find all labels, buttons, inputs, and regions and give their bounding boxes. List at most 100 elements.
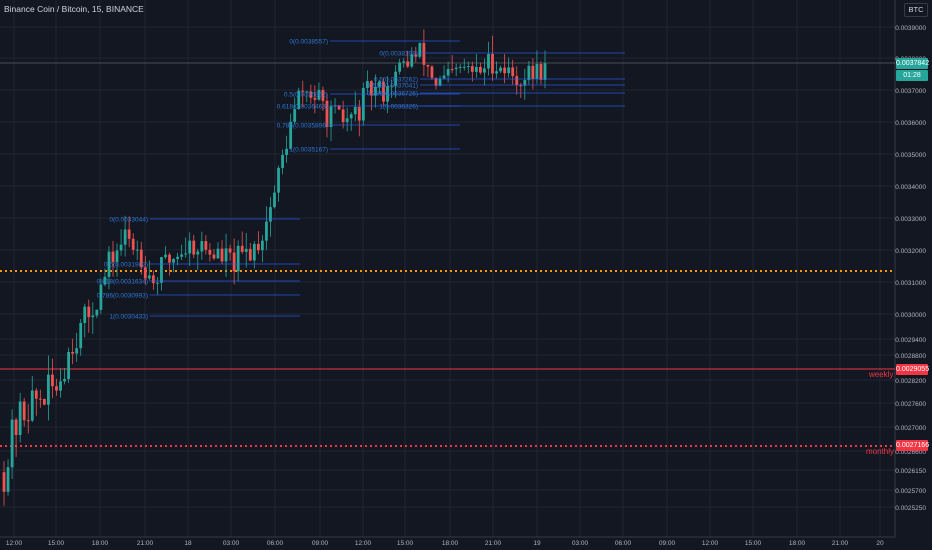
candle-body xyxy=(192,240,196,255)
candle-body xyxy=(111,251,115,263)
candle-body xyxy=(2,472,6,492)
candle-body xyxy=(232,252,236,272)
time-tick-label: 20 xyxy=(876,540,884,547)
candle-body xyxy=(139,249,143,268)
time-tick-label: 18:00 xyxy=(789,540,806,547)
candle-body xyxy=(127,229,131,239)
time-tick-label: 21:00 xyxy=(832,540,849,547)
candle-body xyxy=(301,90,305,92)
candle-body xyxy=(454,67,458,70)
candle-body xyxy=(228,248,232,253)
candle-body xyxy=(281,154,284,168)
candle-body xyxy=(277,167,280,193)
candle-body xyxy=(99,284,103,310)
candle-body xyxy=(51,374,54,387)
candle-body xyxy=(341,109,345,123)
candle-body xyxy=(156,282,159,284)
time-tick-label: 21:00 xyxy=(137,540,154,547)
candle-body xyxy=(79,322,83,349)
candle-body xyxy=(224,248,228,262)
price-tick-label: 0.0025700 xyxy=(895,488,926,495)
candle-body xyxy=(47,374,50,405)
candle-body xyxy=(414,54,418,57)
candle-body xyxy=(87,306,91,318)
candle-body xyxy=(507,67,511,74)
candle-body xyxy=(337,105,341,110)
candle-body xyxy=(236,245,240,272)
candle-body xyxy=(313,97,317,100)
currency-badge[interactable]: BTC xyxy=(904,3,928,17)
candle-body xyxy=(176,256,180,260)
time-axis: 12:00 15:00 18:00 21:00 18 03:00 06:00 09:00 12:… xyxy=(6,540,884,547)
candle-body xyxy=(495,71,498,74)
candle-body xyxy=(543,63,547,80)
fib-level-label: 0.618(0.0037041) xyxy=(367,83,418,90)
time-tick-label: 09:00 xyxy=(312,540,329,547)
monthly-level-name: monthly xyxy=(866,447,895,456)
candle-body xyxy=(273,192,276,208)
candle-body xyxy=(297,90,301,109)
candle-body xyxy=(434,77,438,86)
candle-body xyxy=(499,67,502,72)
candle-body xyxy=(143,267,147,279)
candle-body xyxy=(474,66,478,72)
candle-body xyxy=(119,244,123,251)
candle-body xyxy=(309,91,313,98)
candle-body xyxy=(265,221,268,241)
time-tick-label: 15:00 xyxy=(745,540,762,547)
candle-body xyxy=(426,64,430,67)
candle-body xyxy=(180,254,184,257)
candle-body xyxy=(256,243,260,251)
price-tick-label: 0.0039000 xyxy=(895,25,926,32)
time-tick-label: 06:00 xyxy=(615,540,632,547)
candle-body xyxy=(135,249,139,251)
candle-body xyxy=(369,81,373,96)
price-tick-label: 0.0029400 xyxy=(895,337,926,344)
time-tick-label: 12:00 xyxy=(6,540,23,547)
time-tick-label: 18:00 xyxy=(442,540,459,547)
candle-body xyxy=(71,352,75,354)
fib-level-label: 0.618(0.0031634) xyxy=(97,279,148,286)
candle-body xyxy=(527,65,531,81)
candle-body xyxy=(160,257,163,283)
candle-body xyxy=(30,390,34,421)
candle-body xyxy=(216,248,220,259)
candle-body xyxy=(285,148,289,155)
price-tick-label: 0.0031000 xyxy=(895,280,926,287)
time-tick-label: 18 xyxy=(184,540,192,547)
candle-body xyxy=(38,398,42,400)
price-tick-label: 0.0037000 xyxy=(895,88,926,95)
candle-body xyxy=(470,66,474,72)
time-tick-label: 09:00 xyxy=(659,540,676,547)
candle-body xyxy=(361,87,365,121)
candle-body xyxy=(446,69,450,76)
candle-body xyxy=(458,66,462,68)
candle-body xyxy=(18,401,22,436)
candle-body xyxy=(147,275,151,279)
fib-level-label: 0.5(0.0031903) xyxy=(104,262,148,269)
weekly-level-name: weekly xyxy=(869,370,894,379)
candle-body xyxy=(293,108,297,122)
weekly-level-label: 0.0029055 xyxy=(896,364,930,375)
candle-body xyxy=(10,419,14,468)
candle-body xyxy=(200,241,204,252)
candle-body xyxy=(531,65,535,79)
price-tick-label: 0.0028200 xyxy=(895,378,926,385)
candle-body xyxy=(406,61,410,67)
price-tick-label: 0.0034000 xyxy=(895,184,926,191)
candle-body xyxy=(22,401,26,421)
candle-body xyxy=(63,379,66,382)
grid-lines xyxy=(0,0,895,537)
candle-body xyxy=(402,61,406,63)
candle-body xyxy=(523,80,527,86)
candle-body xyxy=(107,251,111,277)
candle-body xyxy=(123,229,127,245)
fib-level-label: 1(0.0035167) xyxy=(289,147,328,154)
price-tick-label: 0.0033000 xyxy=(895,216,926,223)
candle-body xyxy=(168,254,171,263)
candle-body xyxy=(67,352,70,380)
price-axis: 0.00390000.00382000.00370000.00360000.00… xyxy=(895,25,926,512)
candle-body xyxy=(269,207,272,222)
